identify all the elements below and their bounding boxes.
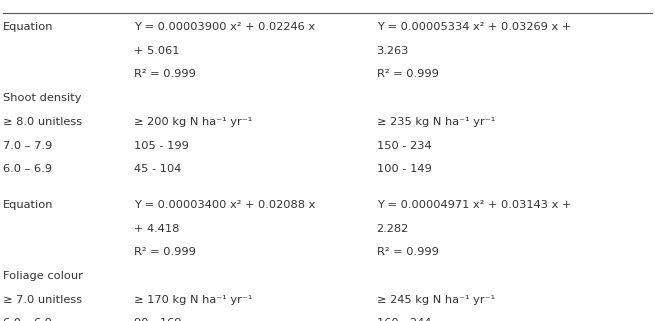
Text: ≥ 7.0 unitless: ≥ 7.0 unitless — [3, 295, 83, 305]
Text: 7.0 – 7.9: 7.0 – 7.9 — [3, 141, 52, 151]
Text: Shoot density: Shoot density — [3, 93, 82, 103]
Text: R² = 0.999: R² = 0.999 — [134, 247, 196, 257]
Text: R² = 0.999: R² = 0.999 — [377, 69, 438, 79]
Text: Y = 0.00004971 x² + 0.03143 x +: Y = 0.00004971 x² + 0.03143 x + — [377, 200, 571, 210]
Text: 6.0 – 6.9: 6.0 – 6.9 — [3, 164, 52, 174]
Text: Y = 0.00003900 x² + 0.02246 x: Y = 0.00003900 x² + 0.02246 x — [134, 22, 316, 32]
Text: ≥ 170 kg N ha⁻¹ yr⁻¹: ≥ 170 kg N ha⁻¹ yr⁻¹ — [134, 295, 253, 305]
Text: R² = 0.999: R² = 0.999 — [134, 69, 196, 79]
Text: 90 - 169: 90 - 169 — [134, 318, 182, 321]
Text: ≥ 8.0 unitless: ≥ 8.0 unitless — [3, 117, 83, 127]
Text: 150 - 234: 150 - 234 — [377, 141, 431, 151]
Text: 160 - 244: 160 - 244 — [377, 318, 431, 321]
Text: Foliage colour: Foliage colour — [3, 271, 83, 281]
Text: + 5.061: + 5.061 — [134, 46, 179, 56]
Text: 105 - 199: 105 - 199 — [134, 141, 189, 151]
Text: 100 - 149: 100 - 149 — [377, 164, 432, 174]
Text: 6.0 – 6.9: 6.0 – 6.9 — [3, 318, 52, 321]
Text: ≥ 245 kg N ha⁻¹ yr⁻¹: ≥ 245 kg N ha⁻¹ yr⁻¹ — [377, 295, 495, 305]
Text: Y = 0.00003400 x² + 0.02088 x: Y = 0.00003400 x² + 0.02088 x — [134, 200, 316, 210]
Text: Y = 0.00005334 x² + 0.03269 x +: Y = 0.00005334 x² + 0.03269 x + — [377, 22, 571, 32]
Text: + 4.418: + 4.418 — [134, 224, 179, 234]
Text: 2.282: 2.282 — [377, 224, 409, 234]
Text: ≥ 200 kg N ha⁻¹ yr⁻¹: ≥ 200 kg N ha⁻¹ yr⁻¹ — [134, 117, 253, 127]
Text: Equation: Equation — [3, 200, 54, 210]
Text: R² = 0.999: R² = 0.999 — [377, 247, 438, 257]
Text: 45 - 104: 45 - 104 — [134, 164, 181, 174]
Text: 3.263: 3.263 — [377, 46, 409, 56]
Text: ≥ 235 kg N ha⁻¹ yr⁻¹: ≥ 235 kg N ha⁻¹ yr⁻¹ — [377, 117, 495, 127]
Text: Equation: Equation — [3, 22, 54, 32]
